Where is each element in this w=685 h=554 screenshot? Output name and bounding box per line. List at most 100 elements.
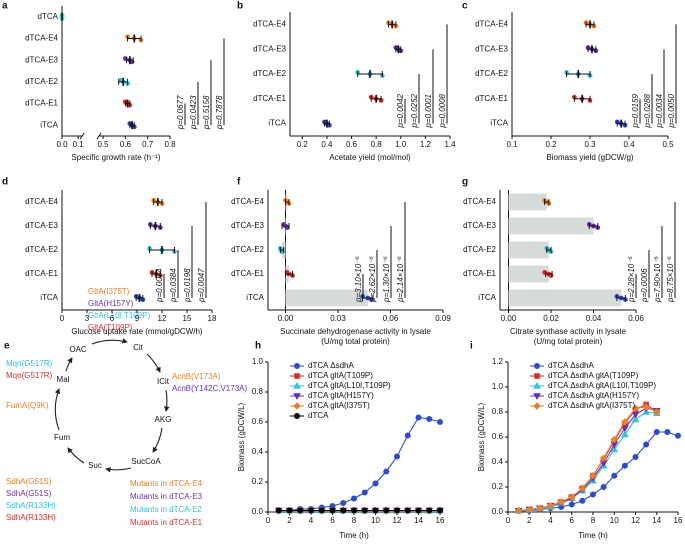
marker (621, 462, 628, 469)
p-value: p=0.0252 (410, 93, 419, 128)
category-label: dTCA-E2 (25, 77, 58, 86)
marker (621, 425, 629, 433)
mutation-label: GltA(H157Y) (88, 299, 134, 308)
x-tick-label: 0.2 (545, 140, 557, 149)
marker (533, 402, 541, 410)
y-axis-title: Biomass (gDCW/L) (237, 402, 246, 471)
x-tick-label: 0.02 (543, 314, 559, 323)
x-tick-label: 3 (85, 314, 90, 323)
marker (351, 495, 357, 502)
category-label: iTCA (478, 293, 496, 302)
category-label: dTCA-E1 (231, 269, 264, 278)
marker (534, 363, 540, 369)
y-tick-label: 0.8 (252, 387, 264, 396)
category-label: dTCA-E1 (25, 99, 58, 108)
p-value: p=2.62×10⁻⁶ (368, 256, 377, 303)
p-value: p=0.0677 (176, 95, 185, 130)
x-tick-label: 0.06 (383, 314, 399, 323)
category-label: dTCA-E2 (253, 69, 286, 78)
metabolite: Mal (57, 375, 70, 384)
bar (508, 241, 549, 259)
mutation-label: Mqo(G517R) (6, 371, 53, 380)
marker (589, 472, 597, 480)
x-tick-label: 14 (652, 516, 661, 525)
metabolite: Cit (133, 343, 144, 352)
y-tick-label: 0.0 (252, 507, 264, 516)
p-value: p=2.28×10⁻⁵ (627, 256, 636, 303)
p-value: p=0.0042 (396, 93, 405, 128)
marker (631, 404, 640, 412)
category-label: dTCA-E3 (25, 221, 58, 230)
marker (534, 373, 540, 379)
marker (611, 472, 618, 479)
x-tick-label: 0.0 (56, 140, 68, 149)
panel-letter: a (2, 1, 8, 12)
legend-label: dTCA ΔsdhA gltA(T109P) (548, 371, 639, 380)
x-tick-label: 10 (371, 516, 380, 525)
legend-label: dTCA gltA(I375T) (308, 401, 370, 410)
metabolite: OAC (69, 345, 87, 354)
marker (599, 454, 608, 462)
x-tick-label: 0.6 (346, 140, 358, 149)
mutation-label: GltA(I375T) (88, 287, 130, 296)
marker (578, 484, 587, 492)
marker (394, 507, 400, 514)
category-label: dTCA-E4 (463, 197, 496, 206)
marker (557, 498, 565, 506)
legend-label: dTCA ΔsdhA gltA(L10I,T109P) (548, 381, 656, 390)
x-axis-title: Glucose uptake rate (mmol/gDCW/h) (71, 327, 202, 336)
x-tick-label: 2 (527, 516, 532, 525)
x-tick-label: 0.00 (501, 314, 517, 323)
category-label: dTCA-E4 (25, 197, 58, 206)
category-label: dTCA-E2 (231, 245, 264, 254)
marker (643, 441, 650, 448)
legend-label: dTCA gltA(H157Y) (308, 391, 374, 400)
legend-label: dTCA (308, 411, 329, 420)
x-tick-label: 18 (208, 314, 217, 323)
category-label: dTCA-E3 (231, 221, 264, 230)
x-axis-title: (U/mg total protein) (534, 337, 603, 346)
x-axis-title: Specific growth rate (h⁻¹) (71, 153, 160, 162)
marker (536, 504, 544, 512)
x-tick-label: 1.2 (420, 140, 432, 149)
series-line (518, 431, 679, 512)
reaction-arrow (105, 467, 132, 473)
mutation-label: SdhA(R133H) (6, 501, 56, 510)
category-label: dTCA (38, 12, 59, 21)
tca-diagram: e GltA(I375T) GltA(H157Y) GltA(L10I,T109… (4, 287, 247, 527)
category-label: dTCA-E4 (231, 197, 264, 206)
legend-label: dTCA gltA(T109P) (308, 371, 373, 380)
marker (294, 363, 300, 369)
panel-letter: f (237, 177, 241, 188)
x-tick-label: 9 (135, 314, 140, 323)
panel-letter: c (462, 1, 468, 12)
reaction-arrow (146, 353, 161, 373)
reaction-arrow (54, 388, 61, 431)
mutation-label: SdhA(R133H) (6, 513, 56, 522)
marker (286, 507, 293, 514)
p-value: p=0.0034 (655, 93, 664, 128)
marker (437, 419, 443, 425)
marker (297, 507, 304, 514)
p-value: p=0.0288 (643, 93, 652, 128)
y-tick-label: 1.0 (492, 382, 504, 391)
marker (610, 435, 618, 444)
p-value: p=0.0006 (640, 268, 649, 303)
bar (508, 217, 594, 235)
y-tick-label: 0.2 (492, 482, 504, 491)
marker (546, 502, 555, 510)
category-label: dTCA-E3 (463, 221, 496, 230)
legend-label: Mutants in dTCA-E2 (130, 505, 203, 514)
y-tick-label: 0.8 (492, 407, 504, 416)
reaction-arrow (164, 389, 170, 412)
x-tick-label: 6 (110, 314, 115, 323)
reaction-arrow (67, 447, 85, 464)
reaction-arrow (152, 427, 163, 453)
y-axis-title: Biomass (gDCW/L) (477, 402, 486, 471)
x-tick-label: 6 (330, 516, 335, 525)
p-value: p=1.30×10⁻⁶ (382, 256, 391, 303)
category-label: dTCA-E1 (463, 269, 496, 278)
bar (508, 289, 622, 307)
legend-label: dTCA ΔsdhA gltA(H157Y) (548, 391, 640, 400)
marker (294, 413, 300, 419)
